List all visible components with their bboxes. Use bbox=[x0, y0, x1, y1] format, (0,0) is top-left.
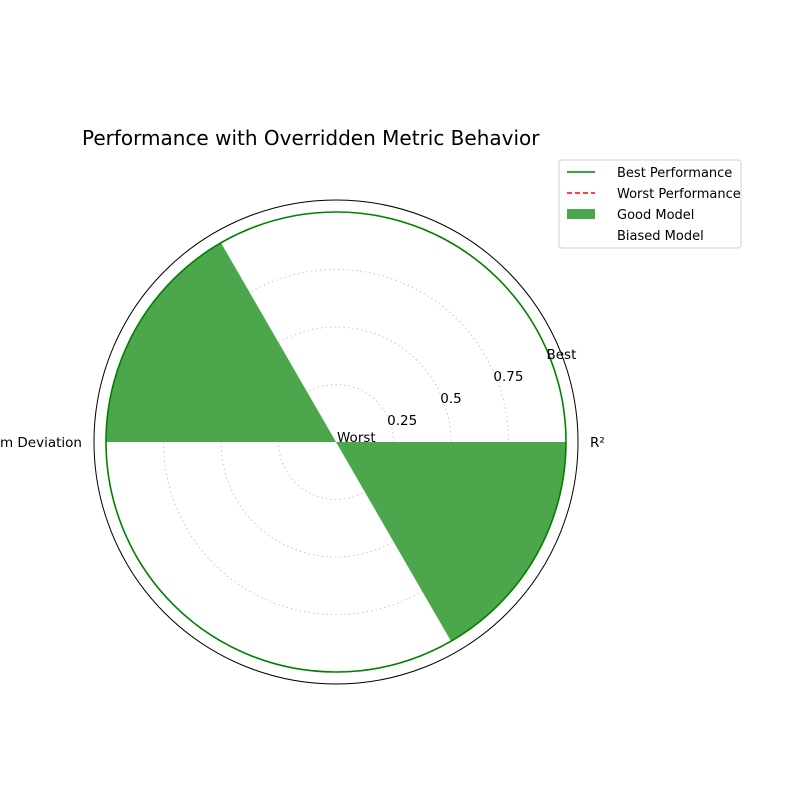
legend-label: Biased Model bbox=[617, 229, 704, 244]
radial-tick-label: 0.5 bbox=[440, 391, 461, 407]
series-wedge bbox=[106, 242, 336, 442]
category-label: Custom Deviation bbox=[0, 435, 82, 451]
radial-min-label: Worst bbox=[337, 430, 376, 446]
category-label: R² bbox=[590, 435, 605, 451]
series-line bbox=[105, 211, 567, 673]
legend: Best Performance Worst Performance Good Mo… bbox=[558, 159, 742, 249]
legend-label: Worst Performance bbox=[617, 187, 741, 202]
series-wedge bbox=[336, 442, 566, 642]
legend-label: Good Model bbox=[617, 208, 694, 223]
legend-label: Best Performance bbox=[617, 166, 732, 181]
legend-swatch bbox=[567, 209, 595, 219]
plot-area: 0.25 0.5 0.75 Worst Best R² Custom Deviation bbox=[0, 199, 605, 685]
radial-tick-label: 0.75 bbox=[493, 369, 523, 385]
chart-title: Performance with Overridden Metric Behav… bbox=[82, 126, 540, 150]
radial-max-label: Best bbox=[546, 347, 576, 363]
legend-swatch bbox=[567, 230, 595, 240]
polar-frame bbox=[93, 199, 579, 685]
radial-tick-label: 0.25 bbox=[387, 413, 417, 429]
legend-box bbox=[558, 159, 742, 249]
